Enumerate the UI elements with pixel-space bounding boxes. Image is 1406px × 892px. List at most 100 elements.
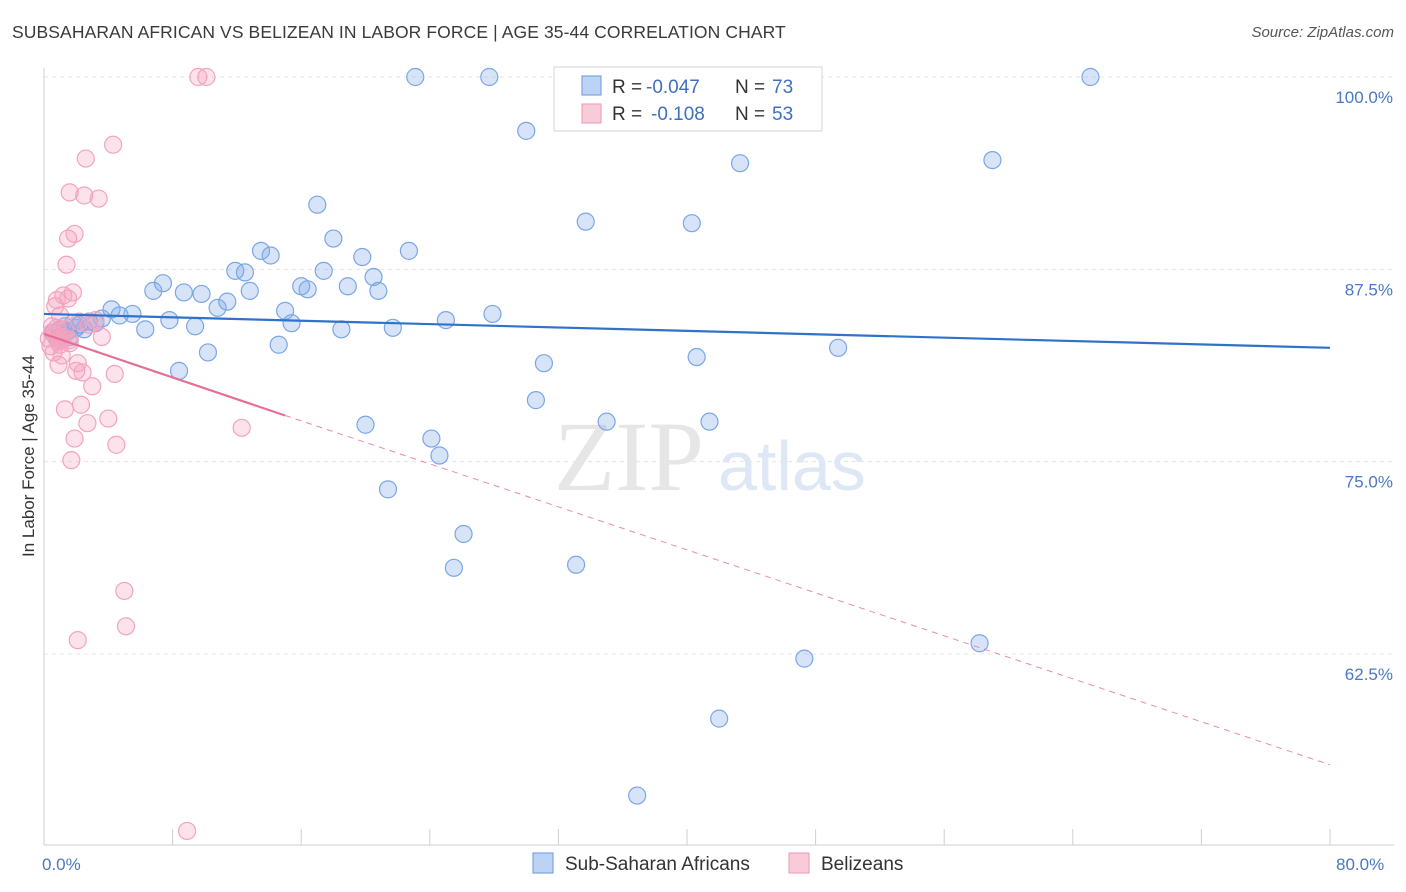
- point-sub-saharan-41: [332, 320, 351, 339]
- legend-r-label-1: R =: [612, 104, 642, 125]
- bottom-legend-label-belizean: Belizeans: [821, 854, 903, 875]
- point-sub-saharan-59: [526, 391, 545, 410]
- point-sub-saharan-26: [208, 298, 227, 317]
- point-belizean-17: [60, 183, 79, 202]
- point-sub-saharan-39: [314, 261, 333, 280]
- point-sub-saharan-46: [369, 281, 388, 300]
- point-sub-saharan-60: [534, 354, 554, 373]
- point-sub-saharan-20: [160, 311, 179, 330]
- x-tick-labels: 0.0% 80.0%: [42, 855, 1384, 874]
- point-sub-saharan-37: [298, 280, 317, 299]
- grid-lines: [44, 76, 1394, 655]
- legend-n-label-1: N =: [735, 104, 765, 125]
- point-sub-saharan-23: [186, 317, 205, 336]
- point-sub-saharan-50: [406, 67, 425, 87]
- point-belizean-39: [107, 435, 126, 454]
- point-sub-saharan-48: [383, 318, 402, 337]
- point-sub-saharan-72: [983, 150, 1002, 170]
- point-sub-saharan-30: [240, 281, 259, 300]
- point-belizean-30: [78, 414, 97, 433]
- watermark: ZIP atlas: [554, 401, 866, 512]
- point-belizean-36: [99, 409, 118, 428]
- point-belizean-14: [57, 255, 76, 274]
- point-belizean-28: [75, 186, 94, 205]
- point-sub-saharan-61: [566, 555, 586, 574]
- watermark-zip: ZIP: [554, 401, 704, 512]
- point-sub-saharan-31: [251, 241, 271, 260]
- point-belizean-27: [73, 363, 92, 382]
- point-sub-saharan-49: [399, 241, 419, 260]
- y-tick-labels: 100.0% 87.5% 75.0% 62.5%: [1335, 88, 1393, 684]
- trend-line-belizean: [43, 332, 286, 417]
- point-sub-saharan-45: [364, 267, 383, 287]
- point-sub-saharan-35: [282, 314, 301, 333]
- point-sub-saharan-51: [422, 429, 441, 448]
- series-sub-saharan-points: [44, 67, 1100, 805]
- point-belizean-52: [46, 297, 65, 316]
- point-belizean-32: [83, 377, 102, 396]
- bottom-legend-label-sub-saharan: Sub-Saharan Africans: [565, 854, 750, 875]
- point-belizean-42: [177, 821, 197, 841]
- point-sub-saharan-73: [970, 634, 989, 653]
- y-tick-label-1: 87.5%: [1345, 280, 1393, 299]
- trend-line-sub-saharan: [43, 312, 1331, 349]
- point-sub-saharan-16: [123, 304, 142, 324]
- x-tick-label-right: 80.0%: [1336, 855, 1384, 874]
- legend-swatch-sub-saharan: [581, 75, 602, 96]
- point-sub-saharan-66: [687, 347, 706, 367]
- point-belizean-26: [71, 395, 91, 414]
- point-belizean-24: [68, 354, 87, 373]
- point-sub-saharan-71: [829, 338, 848, 357]
- point-belizean-44: [197, 67, 216, 87]
- point-sub-saharan-47: [378, 480, 398, 499]
- point-belizean-38: [105, 364, 124, 384]
- point-sub-saharan-24: [192, 284, 211, 304]
- legend-r-value-0: -0.047: [646, 77, 700, 98]
- point-sub-saharan-42: [338, 277, 357, 296]
- bottom-legend: Sub-Saharan Africans Belizeans: [532, 852, 903, 875]
- point-sub-saharan-67: [700, 412, 719, 431]
- point-sub-saharan-22: [174, 283, 193, 302]
- series-belizean-points: [39, 67, 251, 841]
- point-sub-saharan-32: [261, 246, 280, 265]
- point-belizean-21: [65, 224, 84, 244]
- point-belizean-45: [232, 418, 251, 437]
- point-sub-saharan-53: [436, 311, 455, 330]
- point-sub-saharan-70: [795, 649, 814, 668]
- point-belizean-35: [92, 327, 111, 347]
- point-belizean-37: [104, 135, 123, 154]
- point-sub-saharan-65: [682, 214, 701, 233]
- y-tick-label-0: 100.0%: [1335, 88, 1393, 107]
- x-tick-marks: [43, 829, 1331, 845]
- bottom-legend-swatch-sub-saharan: [532, 852, 554, 874]
- x-tick-label-left: 0.0%: [42, 855, 81, 874]
- point-sub-saharan-64: [628, 786, 647, 805]
- point-sub-saharan-56: [480, 67, 499, 87]
- point-sub-saharan-62: [576, 212, 595, 231]
- point-sub-saharan-57: [483, 304, 502, 324]
- y-axis-label: In Labor Force | Age 35-44: [19, 355, 38, 557]
- point-sub-saharan-69: [730, 154, 750, 173]
- axes: [43, 68, 1394, 846]
- point-sub-saharan-25: [198, 343, 218, 362]
- point-belizean-40: [115, 581, 134, 601]
- point-sub-saharan-33: [269, 335, 288, 354]
- point-sub-saharan-38: [308, 195, 327, 214]
- point-sub-saharan-74: [1081, 67, 1100, 87]
- point-sub-saharan-43: [353, 247, 372, 267]
- point-sub-saharan-40: [324, 229, 343, 248]
- watermark-atlas: atlas: [718, 427, 866, 505]
- point-sub-saharan-18: [144, 281, 163, 300]
- chart-source: Source: ZipAtlas.com: [1251, 24, 1394, 41]
- bottom-legend-swatch-belizean: [788, 852, 810, 874]
- trend-line-belizean-extension: [284, 415, 1331, 766]
- point-belizean-22: [65, 429, 84, 448]
- point-belizean-19: [62, 451, 81, 470]
- point-sub-saharan-27: [218, 292, 237, 311]
- trend-lines: [43, 312, 1331, 766]
- legend-n-value-1: 53: [772, 104, 793, 125]
- point-belizean-23: [67, 361, 86, 380]
- point-sub-saharan-58: [517, 121, 536, 140]
- legend-n-value-0: 73: [772, 77, 793, 98]
